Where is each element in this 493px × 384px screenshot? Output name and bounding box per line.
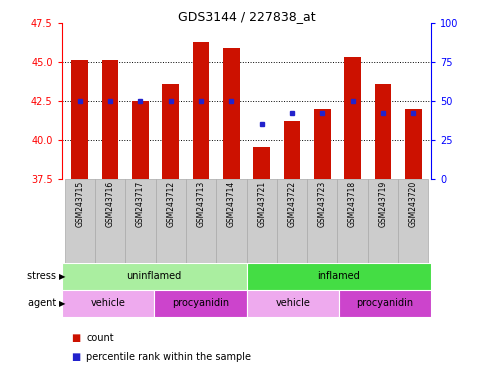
Text: ■: ■	[71, 352, 81, 362]
Bar	[65, 179, 95, 263]
Text: vehicle: vehicle	[90, 298, 125, 308]
Bar	[246, 179, 277, 263]
Bar	[125, 179, 156, 263]
Bar	[307, 179, 337, 263]
Text: GSM243719: GSM243719	[379, 181, 387, 227]
Text: vehicle: vehicle	[275, 298, 310, 308]
Text: GSM243712: GSM243712	[166, 181, 175, 227]
Bar	[405, 109, 422, 179]
Text: ■: ■	[71, 333, 81, 343]
Text: count: count	[86, 333, 114, 343]
Text: agent: agent	[28, 298, 59, 308]
Bar	[154, 290, 246, 317]
Bar	[337, 179, 368, 263]
Bar	[132, 101, 149, 179]
Bar	[71, 60, 88, 179]
Text: GSM243715: GSM243715	[75, 181, 84, 227]
Bar	[246, 290, 339, 317]
Text: ▶: ▶	[59, 272, 66, 281]
Text: GSM243717: GSM243717	[136, 181, 145, 227]
Bar	[339, 290, 431, 317]
Bar	[186, 179, 216, 263]
Text: GSM243718: GSM243718	[348, 181, 357, 227]
Bar	[283, 121, 300, 179]
Text: GSM243723: GSM243723	[318, 181, 327, 227]
Bar	[246, 263, 431, 290]
Text: ▶: ▶	[59, 299, 66, 308]
Text: inflamed: inflamed	[317, 271, 360, 281]
Text: GSM243721: GSM243721	[257, 181, 266, 227]
Bar	[156, 179, 186, 263]
Bar	[277, 179, 307, 263]
Text: uninflamed: uninflamed	[126, 271, 182, 281]
Text: GSM243716: GSM243716	[106, 181, 114, 227]
Bar	[216, 179, 246, 263]
Bar	[62, 263, 246, 290]
Text: GDS3144 / 227838_at: GDS3144 / 227838_at	[177, 10, 316, 23]
Text: stress: stress	[27, 271, 59, 281]
Bar	[398, 179, 428, 263]
Bar	[253, 147, 270, 179]
Text: procyanidin: procyanidin	[356, 298, 414, 308]
Bar	[102, 60, 118, 179]
Text: procyanidin: procyanidin	[172, 298, 229, 308]
Text: percentile rank within the sample: percentile rank within the sample	[86, 352, 251, 362]
Text: GSM243713: GSM243713	[197, 181, 206, 227]
Text: GSM243720: GSM243720	[409, 181, 418, 227]
Bar	[344, 57, 361, 179]
Text: GSM243722: GSM243722	[287, 181, 296, 227]
Bar	[62, 290, 154, 317]
Bar	[223, 48, 240, 179]
Bar	[193, 42, 210, 179]
Text: GSM243714: GSM243714	[227, 181, 236, 227]
Bar	[375, 84, 391, 179]
Bar	[368, 179, 398, 263]
Bar	[162, 84, 179, 179]
Bar	[314, 109, 331, 179]
Bar	[95, 179, 125, 263]
